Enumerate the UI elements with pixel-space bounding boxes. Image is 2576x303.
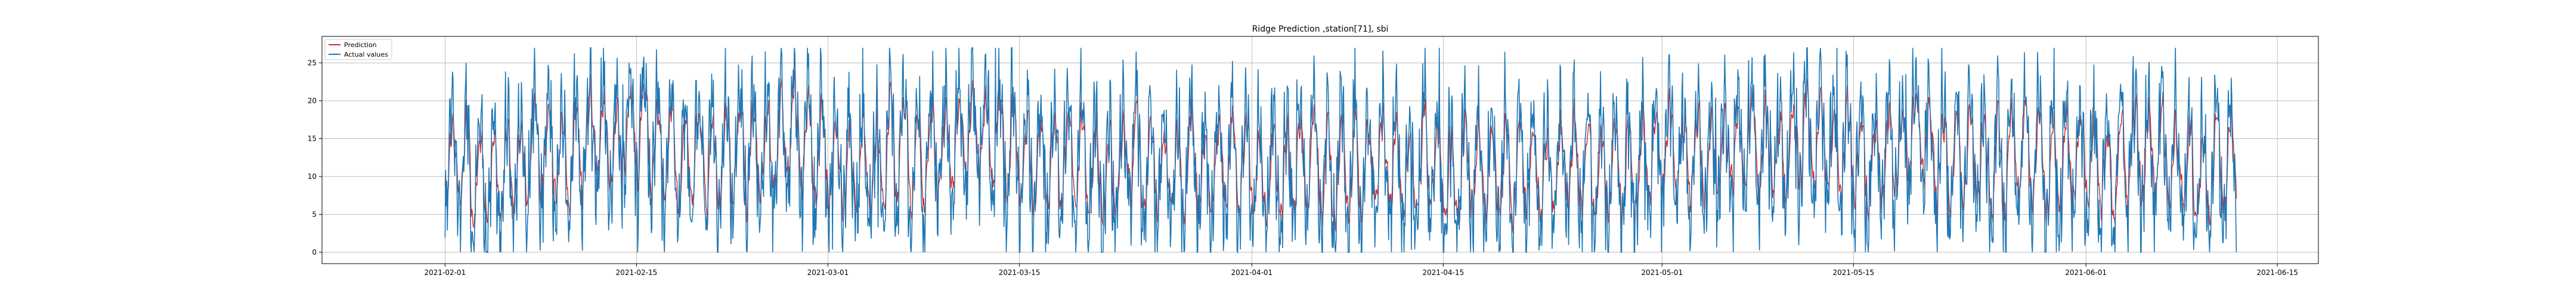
series-layer <box>444 47 2237 254</box>
x-tick-label: 2021-03-01 <box>807 268 849 277</box>
x-tick-label: 2021-03-15 <box>999 268 1041 277</box>
y-tick-label: 20 <box>308 97 317 105</box>
legend: Prediction Actual values <box>324 39 392 60</box>
x-tick-label: 2021-05-15 <box>1832 268 1874 277</box>
series-line-actual-values <box>444 47 2237 254</box>
chart-title: Ridge Prediction ,station[71], sbi <box>1252 24 1389 34</box>
x-tick-label: 2021-06-01 <box>2065 268 2107 277</box>
x-tick-label: 2021-05-01 <box>1641 268 1683 277</box>
y-axis: 0 5 10 15 20 25 <box>308 58 322 256</box>
y-tick-label: 5 <box>312 210 317 218</box>
x-tick-label: 2021-04-15 <box>1423 268 1465 277</box>
x-tick-label: 2021-06-15 <box>2256 268 2298 277</box>
y-tick-label: 10 <box>308 172 317 181</box>
x-tick-label: 2021-02-01 <box>425 268 466 277</box>
y-tick-label: 0 <box>312 248 317 256</box>
plot-frame <box>321 36 2319 264</box>
legend-label-prediction: Prediction <box>344 41 377 49</box>
x-tick-label: 2021-02-15 <box>616 268 658 277</box>
grid-lines <box>322 36 2318 264</box>
y-tick-label: 15 <box>308 134 317 143</box>
x-axis: 2021-02-01 2021-02-15 2021-03-01 2021-03-15… <box>425 264 2298 277</box>
legend-label-actual-values: Actual values <box>344 51 388 58</box>
y-tick-label: 25 <box>308 58 317 67</box>
legend-box <box>324 39 392 60</box>
x-tick-label: 2021-04-01 <box>1231 268 1272 277</box>
